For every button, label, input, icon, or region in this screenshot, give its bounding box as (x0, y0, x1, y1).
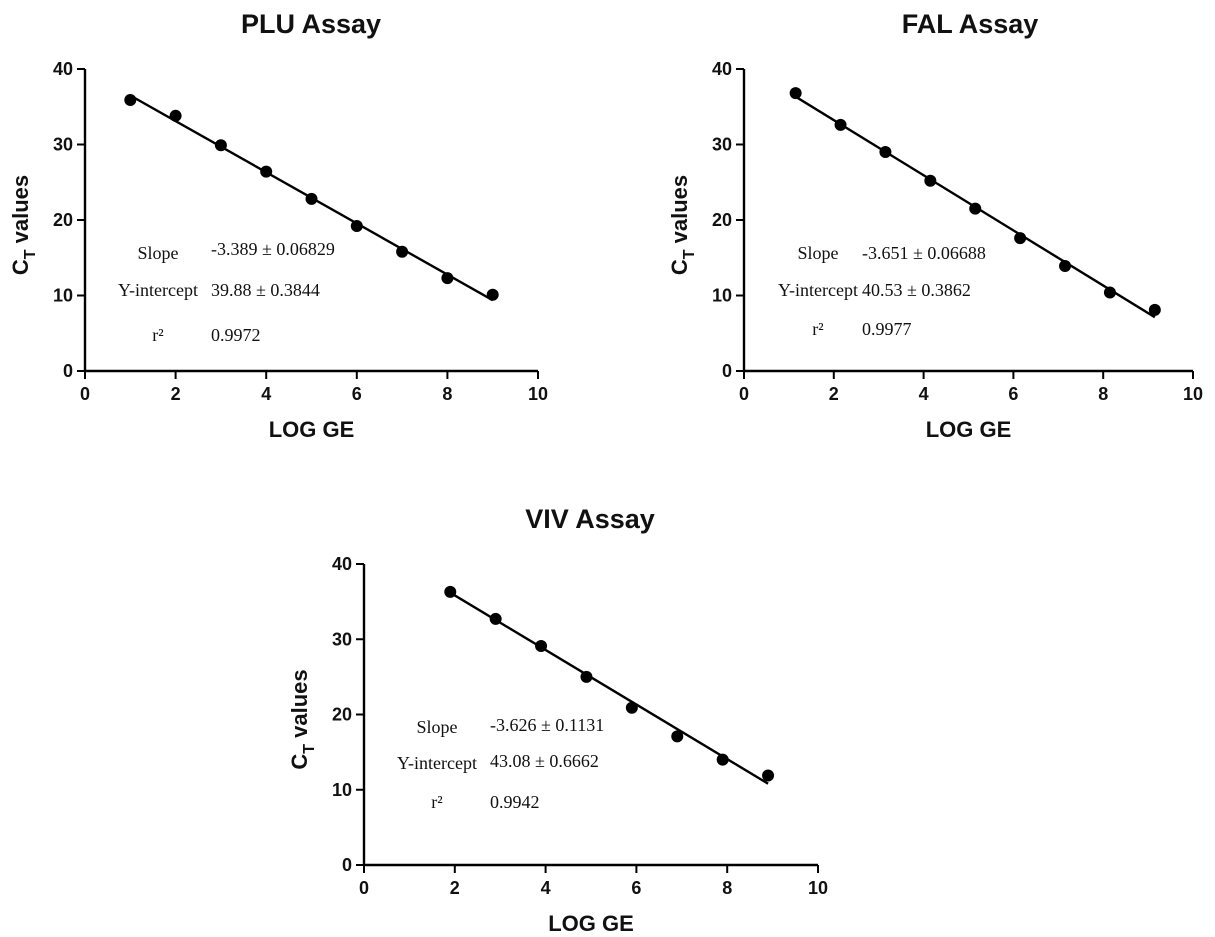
stat-value: -3.651 ± 0.06688 (862, 243, 986, 263)
chart-title: PLU Assay (241, 9, 381, 39)
y-tick-label: 0 (722, 361, 732, 381)
stat-value: 0.9942 (490, 792, 540, 812)
data-point (879, 146, 892, 159)
y-tick-label: 0 (63, 361, 73, 381)
stat-label: Slope (137, 243, 178, 263)
stat-value: 39.88 ± 0.3844 (211, 280, 320, 300)
stat-value: 0.9977 (862, 319, 912, 339)
stat-label: r² (812, 319, 823, 339)
data-point (969, 202, 982, 215)
data-point (489, 612, 502, 625)
y-tick-label: 10 (332, 780, 352, 800)
data-point (124, 93, 137, 106)
data-point (580, 670, 593, 683)
stat-label: Y-intercept (118, 280, 198, 300)
x-tick-label: 2 (450, 878, 460, 898)
y-tick-label: 10 (53, 286, 73, 306)
x-tick-label: 4 (541, 878, 551, 898)
chart-title: FAL Assay (902, 9, 1039, 39)
data-point (396, 245, 409, 258)
x-tick-label: 4 (919, 384, 929, 404)
stat-value: -3.389 ± 0.06829 (211, 239, 335, 259)
data-point (924, 174, 937, 187)
data-point (486, 288, 499, 301)
y-tick-label: 30 (712, 135, 732, 155)
y-axis-title: CT values (667, 175, 698, 275)
x-axis-title: LOG GE (548, 911, 634, 936)
y-tick-label: 20 (53, 210, 73, 230)
x-tick-label: 2 (171, 384, 181, 404)
y-tick-label: 20 (332, 705, 352, 725)
chart-fal-assay: FAL Assay 0 10 20 30 40 0 2 4 6 8 10 LOG GE CT values… (667, 9, 1203, 442)
x-tick-label: 10 (528, 384, 548, 404)
stat-label: r² (431, 792, 442, 812)
stat-value: -3.626 ± 0.1131 (490, 715, 604, 735)
chart-title: VIV Assay (525, 504, 655, 534)
x-tick-label: 0 (359, 878, 369, 898)
data-point (535, 640, 548, 653)
stat-value: 40.53 ± 0.3862 (862, 280, 971, 300)
data-point (444, 585, 457, 598)
data-point (441, 272, 454, 285)
x-tick-label: 8 (442, 384, 452, 404)
stat-label: Y-intercept (397, 753, 477, 773)
data-point (671, 730, 684, 743)
x-axis-title: LOG GE (269, 417, 355, 442)
x-tick-label: 6 (1008, 384, 1018, 404)
data-point (305, 192, 318, 205)
stat-label: r² (152, 325, 163, 345)
regression-line (449, 591, 769, 785)
chart-viv-assay: VIV Assay 0 10 20 30 40 0 2 4 6 8 10 LOG GE CT values… (287, 504, 828, 936)
data-point (834, 118, 847, 131)
x-tick-label: 10 (808, 878, 828, 898)
data-point (762, 769, 775, 782)
y-tick-label: 30 (332, 629, 352, 649)
y-tick-label: 40 (332, 554, 352, 574)
y-tick-label: 40 (712, 59, 732, 79)
data-point (260, 165, 273, 178)
x-tick-label: 4 (261, 384, 271, 404)
y-tick-label: 30 (53, 135, 73, 155)
x-tick-label: 2 (829, 384, 839, 404)
y-tick-label: 40 (53, 59, 73, 79)
y-tick-label: 10 (712, 286, 732, 306)
x-tick-label: 8 (1098, 384, 1108, 404)
data-point (350, 220, 363, 233)
y-axis-title: CT values (287, 669, 318, 769)
x-tick-label: 10 (1183, 384, 1203, 404)
y-tick-label: 20 (712, 210, 732, 230)
x-tick-label: 6 (631, 878, 641, 898)
x-tick-label: 0 (739, 384, 749, 404)
data-point (1059, 260, 1072, 273)
data-point (1148, 303, 1161, 316)
data-point (169, 109, 182, 122)
stat-label: Slope (416, 717, 457, 737)
y-tick-label: 0 (342, 855, 352, 875)
stat-value: 0.9972 (211, 325, 261, 345)
x-axis-title: LOG GE (926, 417, 1012, 442)
data-point (1103, 286, 1116, 299)
data-point (789, 87, 802, 100)
stat-value: 43.08 ± 0.6662 (490, 751, 599, 771)
data-point (1014, 232, 1027, 245)
y-axis-title: CT values (8, 175, 39, 275)
x-tick-label: 6 (352, 384, 362, 404)
x-tick-label: 0 (80, 384, 90, 404)
stat-label: Y-intercept (778, 280, 858, 300)
chart-plu-assay: PLU Assay 0 10 20 30 40 0 2 4 6 8 10 LOG GE CT values… (8, 9, 548, 442)
x-tick-label: 8 (722, 878, 732, 898)
data-point (214, 139, 227, 152)
stat-label: Slope (797, 243, 838, 263)
data-point (716, 753, 729, 766)
data-point (625, 701, 638, 714)
